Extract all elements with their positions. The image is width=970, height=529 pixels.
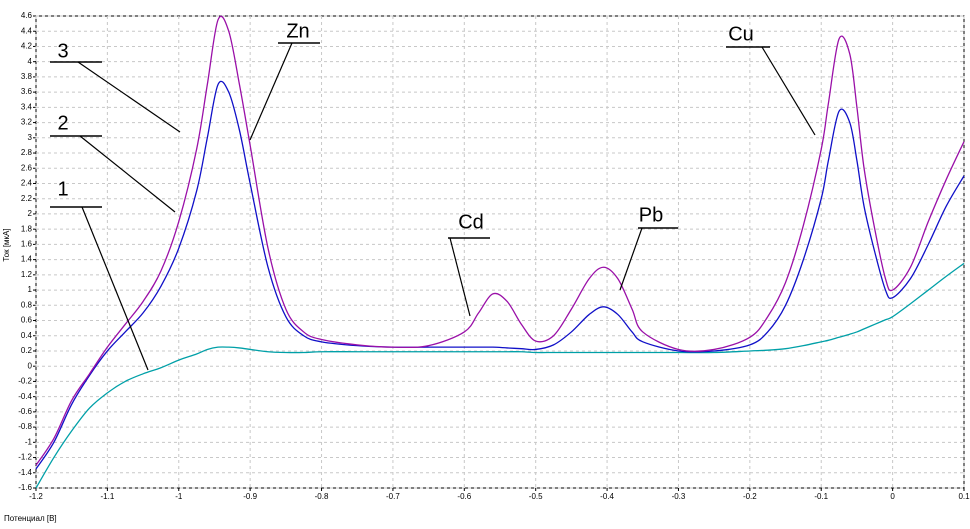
y-tick-label: 0: [28, 361, 33, 370]
y-tick-label: 0.2: [21, 346, 33, 355]
curve-label: 1: [57, 178, 68, 200]
x-tick-label: -1.1: [100, 492, 114, 501]
leader-line: [77, 61, 181, 133]
y-tick-label: 4: [28, 57, 33, 66]
x-tick-label: -0.8: [315, 492, 329, 501]
x-tick-label: 0: [890, 492, 895, 501]
y-tick-label: -1.2: [18, 453, 32, 462]
y-tick-label: -1: [25, 437, 33, 446]
leader-line: [79, 135, 176, 213]
x-tick-label: -0.4: [600, 492, 614, 501]
leader-line: [619, 227, 643, 291]
y-tick-label: -1.4: [18, 468, 32, 477]
y-tick-label: 1.6: [21, 239, 33, 248]
y-tick-label: -0.4: [18, 392, 32, 401]
y-tick-label: 2.8: [21, 148, 33, 157]
y-tick-label: 0.6: [21, 316, 33, 325]
y-tick-label: 3.6: [21, 87, 33, 96]
series-line: [35, 80, 965, 470]
y-tick-label: 3: [28, 133, 33, 142]
series-line: [35, 262, 965, 489]
y-tick-label: 2.6: [21, 163, 33, 172]
y-tick-label: 1.2: [21, 270, 33, 279]
y-tick-label: 4.4: [21, 26, 33, 35]
x-tick-label: -0.9: [243, 492, 257, 501]
x-tick-label: -0.1: [814, 492, 828, 501]
y-tick-label: -0.8: [18, 422, 32, 431]
curve-label: 2: [57, 112, 68, 134]
y-tick-label: 1.8: [21, 224, 33, 233]
y-tick-label: 3.8: [21, 72, 33, 81]
x-tick-label: 0.1: [958, 492, 970, 501]
y-tick-label: 2.2: [21, 194, 33, 203]
x-tick-label: -0.5: [529, 492, 543, 501]
x-tick-label: -1.2: [29, 492, 43, 501]
leader-line: [449, 237, 471, 317]
y-tick-label: 4.2: [21, 42, 33, 51]
y-tick-label: 4.6: [21, 11, 33, 20]
series-line: [35, 15, 965, 466]
plot-frame: [35, 15, 965, 489]
y-tick-label: 1: [28, 285, 33, 294]
y-tick-label: 3.4: [21, 102, 33, 111]
leader-line: [81, 206, 149, 371]
curve-label: Cd: [458, 211, 484, 233]
leader-line: [249, 42, 293, 141]
y-tick-label: 0.8: [21, 300, 33, 309]
y-tick-label: -0.6: [18, 407, 32, 416]
x-tick-label: -0.6: [457, 492, 471, 501]
y-tick-label: 2.4: [21, 179, 33, 188]
curve-label: Pb: [639, 204, 663, 226]
x-tick-label: -0.2: [743, 492, 757, 501]
y-tick-label: 1.4: [21, 255, 33, 264]
y-axis-label: Ток [мкА]: [2, 228, 11, 261]
curve-label: Cu: [728, 23, 754, 45]
y-tick-label: -1.6: [18, 483, 32, 492]
curve-label: Zn: [286, 20, 309, 42]
y-tick-label: 2: [28, 209, 33, 218]
x-axis-label: Потенциал [В]: [4, 514, 57, 523]
x-tick-label: -1: [175, 492, 183, 501]
leader-line: [761, 46, 816, 136]
x-tick-label: -0.3: [672, 492, 686, 501]
x-tick-label: -0.7: [386, 492, 400, 501]
y-tick-label: 3.2: [21, 118, 33, 127]
y-tick-label: 0.4: [21, 331, 33, 340]
curve-label: 3: [57, 40, 68, 62]
y-tick-label: -0.2: [18, 377, 32, 386]
